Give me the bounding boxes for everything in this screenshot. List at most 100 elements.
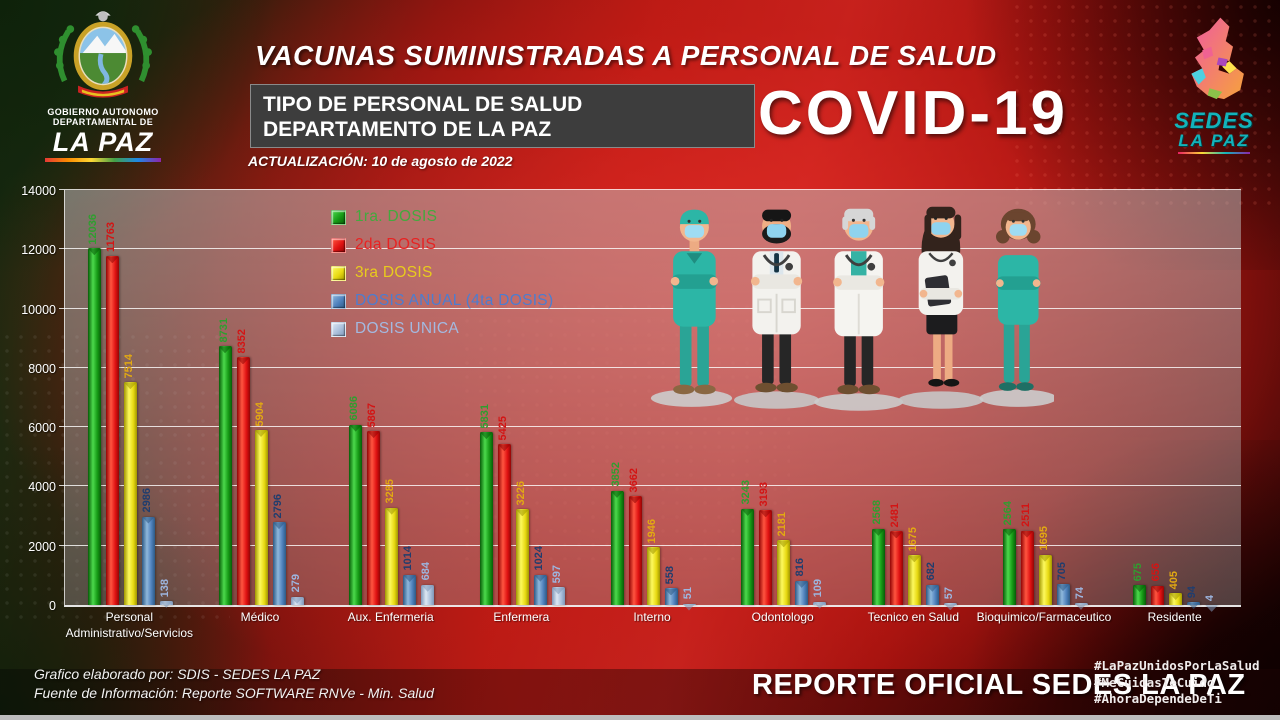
y-tick-label: 0 bbox=[49, 599, 56, 613]
x-category-label: Médico bbox=[240, 610, 280, 624]
gridline bbox=[59, 485, 1241, 487]
bar bbox=[943, 603, 957, 611]
bar bbox=[497, 444, 511, 605]
bar bbox=[664, 588, 678, 605]
legend-item: 1ra. DOSIS bbox=[331, 208, 553, 226]
x-category-label: Residente bbox=[1147, 610, 1202, 624]
x-category-label: Aux. Enfermeria bbox=[347, 610, 434, 624]
legend: 1ra. DOSIS 2da DOSIS 3ra DOSIS DOSIS ANUAL … bbox=[331, 208, 553, 348]
subtitle-panel: TIPO DE PERSONAL DE SALUD DEPARTAMENTO D… bbox=[250, 84, 755, 148]
bottom-strip bbox=[0, 715, 1280, 720]
legend-label: 2da DOSIS bbox=[355, 236, 437, 253]
bar-value-label: 2481 bbox=[888, 502, 901, 528]
subtitle-line2: DEPARTAMENTO DE LA PAZ bbox=[263, 118, 552, 142]
bar-value-label: 405 bbox=[1168, 570, 1181, 589]
bar bbox=[1020, 530, 1034, 605]
bar-value-label: 597 bbox=[550, 564, 563, 584]
bar-value-label: 51 bbox=[681, 587, 694, 600]
bar-value-label: 8731 bbox=[217, 317, 230, 343]
bar bbox=[759, 510, 773, 605]
bar-value-label: 138 bbox=[158, 578, 171, 597]
bar-value-label: 2986 bbox=[140, 488, 153, 513]
bar bbox=[610, 490, 624, 605]
x-category-label: Odontologo bbox=[751, 610, 814, 624]
bar-value-label: 558 bbox=[663, 566, 676, 585]
bar-cap bbox=[1169, 593, 1183, 600]
bar bbox=[87, 248, 101, 605]
bar-cap bbox=[777, 540, 791, 548]
bar-cap bbox=[236, 357, 250, 365]
bar-cap bbox=[795, 580, 809, 588]
bar bbox=[813, 601, 827, 609]
bar bbox=[385, 507, 399, 605]
bar bbox=[515, 509, 529, 605]
bar bbox=[533, 574, 547, 605]
y-tick-label: 14000 bbox=[21, 184, 56, 198]
y-tick-label: 4000 bbox=[28, 480, 56, 495]
plot-area: 1ra. DOSIS 2da DOSIS 3ra DOSIS DOSIS ANUAL … bbox=[59, 189, 1241, 612]
la-paz-map-icon bbox=[1191, 17, 1244, 100]
bar-cap bbox=[664, 588, 678, 596]
bar-cap bbox=[551, 587, 565, 595]
coat-of-arms-logo: GOBIERNO AUTONOMO DEPARTAMENTAL DE LA PA… bbox=[34, 6, 172, 162]
bar bbox=[403, 574, 417, 605]
legend-label: 1ra. DOSIS bbox=[355, 208, 438, 225]
legend-item: 2da DOSIS bbox=[331, 236, 553, 254]
legend-item: DOSIS UNICA bbox=[331, 320, 553, 338]
sedes-label: SEDES bbox=[1174, 108, 1254, 133]
bar-value-label: 3285 bbox=[384, 479, 397, 504]
bar-value-label: 74 bbox=[1073, 586, 1086, 599]
bar-value-label: 3662 bbox=[627, 467, 640, 493]
bar-cap bbox=[105, 256, 119, 264]
bar bbox=[1074, 602, 1088, 610]
gridline bbox=[59, 307, 1241, 309]
bar bbox=[777, 540, 791, 605]
bar-cap bbox=[533, 574, 547, 582]
sedes-lapaz-label: LA PAZ bbox=[1178, 130, 1250, 150]
bar-cap bbox=[497, 444, 511, 452]
bar bbox=[646, 547, 660, 605]
covid-19-label: COVID-19 bbox=[758, 79, 1068, 148]
legend-item: 3ra DOSIS bbox=[331, 264, 553, 282]
bar-cap bbox=[628, 496, 642, 504]
bar-value-label: 656 bbox=[1150, 563, 1163, 582]
hashtag: #AhoraDependeDeTi bbox=[1094, 690, 1222, 706]
bar bbox=[741, 508, 755, 605]
gov-label-line1: GOBIERNO AUTONOMO bbox=[47, 107, 159, 117]
hashtag: #LaPazUnidosPorLaSalud bbox=[1094, 658, 1260, 674]
bar-value-label: 5425 bbox=[496, 415, 509, 441]
legend-label: 3ra DOSIS bbox=[355, 264, 433, 281]
bar-value-label: 8352 bbox=[235, 328, 248, 354]
bar-cap bbox=[813, 601, 827, 609]
bar-cap bbox=[889, 531, 903, 539]
bar-cap bbox=[1133, 585, 1147, 592]
bar bbox=[907, 555, 921, 605]
x-category-label: Tecnico en Salud bbox=[867, 610, 960, 624]
x-category-label: Enfermera bbox=[493, 610, 550, 624]
y-tick-label: 10000 bbox=[21, 302, 56, 317]
bar-value-label: 279 bbox=[289, 574, 302, 593]
bar-value-label: 682 bbox=[924, 562, 937, 581]
bar bbox=[367, 431, 381, 605]
bar-cap bbox=[141, 516, 155, 524]
bar bbox=[290, 596, 304, 605]
y-tick-label: 8000 bbox=[28, 361, 56, 376]
bar-cap bbox=[87, 248, 101, 256]
gridline bbox=[59, 366, 1241, 368]
bar bbox=[1151, 585, 1165, 605]
bar-value-label: 94 bbox=[1186, 585, 1199, 599]
bar bbox=[479, 432, 493, 605]
bar bbox=[1002, 529, 1016, 605]
subtitle-line1: TIPO DE PERSONAL DE SALUD bbox=[263, 93, 583, 116]
credits: Grafico elaborado por: SDIS - SEDES LA P… bbox=[34, 665, 434, 703]
y-tick-label: 12000 bbox=[21, 243, 56, 258]
bar-cap bbox=[907, 555, 921, 563]
bar-cap bbox=[421, 584, 435, 592]
bar-cap bbox=[479, 432, 493, 440]
bar-value-label: 705 bbox=[1055, 561, 1068, 581]
legend-swatch bbox=[331, 237, 346, 253]
bar-cap bbox=[646, 547, 660, 555]
bar bbox=[889, 531, 903, 605]
coat-of-arms-icon bbox=[54, 11, 152, 98]
